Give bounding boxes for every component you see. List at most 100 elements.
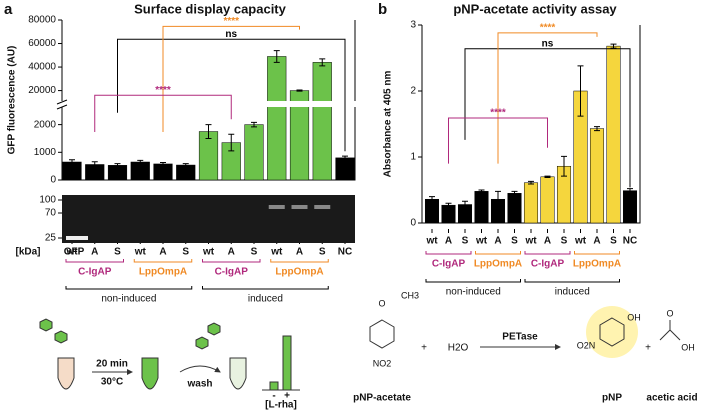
atom-label: CH3 [401, 290, 419, 300]
bar [312, 62, 332, 181]
group-label: C-IgAP [215, 267, 249, 278]
error-bar [429, 196, 435, 203]
error-bar [69, 159, 75, 165]
y-axis-label: Absorbance at 405 nm [383, 71, 394, 178]
schematic-label: + [284, 391, 290, 402]
x-tick-label: A [445, 236, 452, 247]
schematic-label: wash [186, 379, 212, 390]
gel-tick-label: 100 [39, 195, 56, 206]
reaction-label: acetic acid [646, 393, 697, 404]
bar [507, 193, 522, 224]
error-bar [495, 190, 501, 208]
error-bar [561, 155, 567, 177]
error-bar [296, 89, 303, 92]
atom-label: OH [681, 342, 695, 352]
gel-unit-label: [kDa] [15, 247, 40, 258]
x-tick-label: A [159, 247, 166, 258]
significance-label: ns [225, 29, 237, 40]
x-tick-label: A [494, 236, 501, 247]
reaction-label: + [421, 343, 427, 354]
error-bar [205, 124, 212, 139]
y-tick-label: 2 [410, 86, 416, 97]
x-tick-label: wt [475, 236, 488, 247]
group-bracket [475, 251, 521, 255]
significance-label: **** [540, 23, 556, 34]
gel-band [314, 205, 331, 209]
atom-label: O [378, 298, 385, 308]
error-bar [182, 163, 189, 167]
gel-tick-label: 25 [45, 233, 57, 244]
x-tick-label: S [610, 236, 617, 247]
panel-letter: b [378, 1, 387, 18]
condition-bracket [524, 279, 620, 283]
error-bar [544, 175, 551, 178]
condition-label: non-induced [101, 294, 156, 305]
schematic-label: [L-rha] [265, 400, 297, 411]
group-label: C-IgAP [531, 259, 565, 270]
group-bracket [524, 251, 571, 255]
group-label: LppOmpA [474, 259, 522, 270]
x-tick-label: NC [623, 236, 637, 247]
significance-label: **** [155, 85, 171, 96]
bar [267, 56, 287, 181]
x-tick-label: wt [202, 247, 215, 258]
condition-label: induced [555, 287, 590, 298]
error-bar [273, 50, 280, 63]
error-bar [137, 159, 144, 165]
x-tick-label: S [561, 236, 568, 247]
gel-band [291, 205, 308, 209]
x-tick-label: wt [425, 236, 438, 247]
schematic-art [39, 306, 681, 391]
bar [606, 45, 621, 224]
error-bar [462, 200, 468, 209]
error-bar [511, 190, 518, 196]
y-tick-label: 2000 [34, 119, 57, 130]
condition-bracket [425, 279, 521, 283]
gel-band [268, 205, 285, 209]
x-tick-label: wt [65, 247, 78, 258]
error-bar [228, 133, 235, 152]
x-tick-label: S [114, 247, 121, 258]
panel-letter: a [4, 1, 13, 18]
gel-tick-label: 70 [45, 208, 57, 219]
reaction-label: PETase [502, 332, 538, 343]
bar [540, 176, 555, 224]
bar [107, 165, 128, 181]
gel-image [62, 195, 355, 243]
error-bar [114, 163, 121, 168]
x-tick-label: S [462, 236, 469, 247]
significance-bracket [464, 48, 631, 188]
bar [441, 204, 456, 224]
significance-bracket [94, 94, 232, 132]
y-tick-label: 0 [50, 175, 56, 186]
error-bar [627, 188, 633, 194]
axis-break-mark [56, 99, 68, 110]
x-tick-label: wt [134, 247, 147, 258]
gel-lane-label: GFP [64, 247, 85, 258]
bar [523, 182, 539, 224]
bar [424, 198, 440, 224]
schematic-label: - [272, 391, 275, 402]
significance-bracket [497, 32, 598, 164]
x-tick-label: wt [574, 236, 587, 247]
y-tick-label: 3 [410, 20, 416, 31]
schematic-label: 20 min [96, 359, 128, 370]
error-bar [445, 202, 452, 208]
significance-label: **** [490, 108, 506, 119]
error-bar [594, 126, 600, 132]
group-label: C-IgAP [432, 259, 466, 270]
significance-label: ns [542, 38, 554, 49]
group-bracket [574, 251, 620, 255]
error-bar [342, 155, 348, 161]
reaction-label: pNP-acetate [353, 393, 411, 404]
x-tick-label: A [91, 247, 98, 258]
group-bracket [270, 259, 329, 263]
reaction-label: pNP [602, 393, 622, 404]
gel-band [66, 236, 88, 240]
atom-label: O [666, 308, 673, 318]
atom-label: NO2 [373, 358, 392, 368]
y-axis-label: GFP fluorescence (AU) [7, 46, 18, 155]
reaction-label: H2O [448, 343, 469, 354]
bar [153, 163, 173, 181]
